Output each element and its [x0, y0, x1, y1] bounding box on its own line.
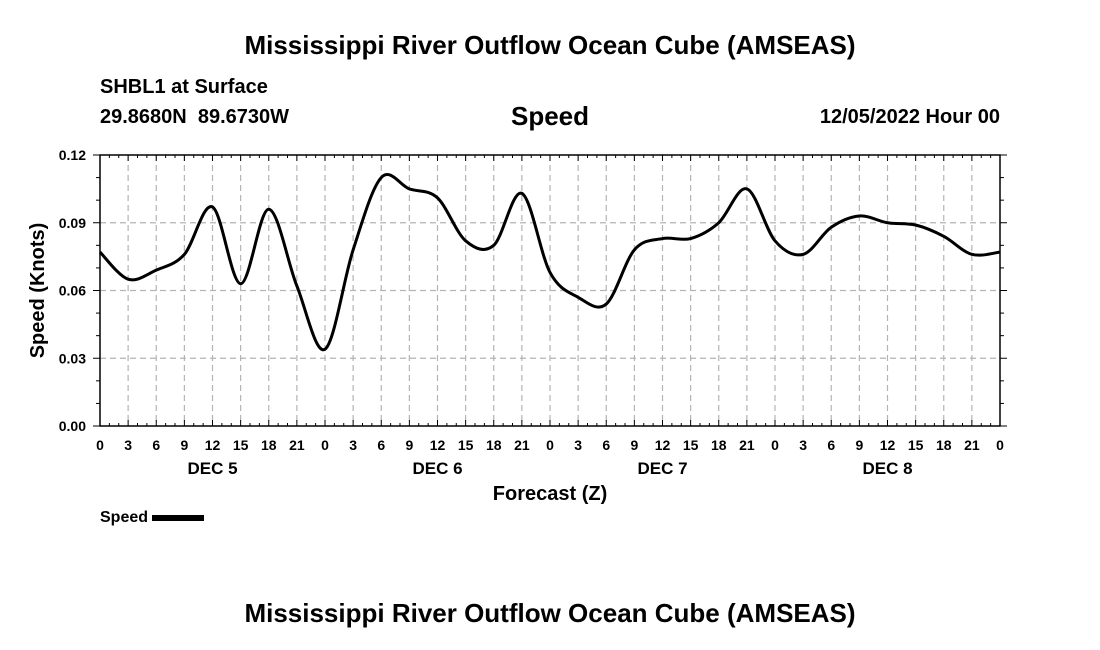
data-point: [943, 235, 945, 237]
station-label: SHBL1 at Surface: [100, 76, 268, 98]
x-tick-label: 15: [908, 437, 924, 453]
data-point: [830, 226, 832, 228]
x-tick-label: 3: [574, 437, 582, 453]
data-point: [662, 238, 663, 240]
x-tick-label: 12: [205, 437, 221, 453]
x-tick-label: 18: [936, 437, 952, 453]
legend-label: Speed: [100, 509, 149, 526]
data-point: [577, 296, 579, 298]
x-day-label: DEC 5: [187, 459, 237, 478]
coordinates-label: 29.8680N 89.6730W: [100, 106, 290, 128]
data-point: [521, 192, 523, 194]
y-tick-label: 0.03: [59, 350, 86, 366]
x-tick-label: 21: [739, 437, 755, 453]
data-point: [718, 222, 720, 224]
data-point: [268, 208, 270, 210]
data-point: [549, 271, 551, 273]
data-point: [296, 285, 298, 287]
data-point: [802, 253, 804, 255]
x-tick-label: 6: [152, 437, 160, 453]
chart-title: Speed: [510, 101, 590, 131]
data-point: [437, 197, 438, 199]
data-point: [633, 249, 635, 251]
data-point: [127, 278, 129, 280]
data-point: [240, 283, 242, 285]
data-point: [887, 222, 888, 224]
data-point: [212, 206, 213, 208]
data-point: [690, 238, 692, 240]
x-day-label: DEC 8: [862, 459, 912, 478]
x-tick-label: 0: [96, 437, 104, 453]
data-point: [99, 251, 101, 253]
data-point: [999, 251, 1001, 253]
x-tick-label: 21: [514, 437, 530, 453]
legend-line-swatch: [152, 514, 205, 521]
legend: Speed: [100, 509, 205, 527]
x-tick-label: 18: [711, 437, 727, 453]
y-tick-label: 0.09: [59, 215, 86, 231]
x-day-label: DEC 6: [412, 459, 462, 478]
y-tick-label: 0.12: [59, 147, 86, 163]
data-point: [352, 249, 354, 251]
data-point: [605, 303, 607, 305]
x-tick-label: 18: [486, 437, 502, 453]
y-tick-label: 0.00: [59, 418, 86, 434]
x-tick-label: 9: [405, 437, 413, 453]
y-tick-label: 0.06: [59, 283, 86, 299]
x-tick-label: 15: [233, 437, 249, 453]
page-title: Mississippi River Outflow Ocean Cube (AM…: [244, 30, 856, 60]
x-tick-label: 21: [964, 437, 980, 453]
forecast-datetime: 12/05/2022 Hour 00: [819, 106, 1000, 128]
x-tick-label: 15: [458, 437, 474, 453]
data-point: [493, 244, 495, 246]
x-axis-title: Forecast (Z): [493, 483, 607, 505]
x-tick-label: 0: [771, 437, 779, 453]
data-point: [858, 215, 860, 217]
x-tick-label: 6: [377, 437, 385, 453]
data-point: [324, 348, 326, 350]
data-point: [915, 224, 917, 226]
x-tick-label: 3: [349, 437, 357, 453]
x-tick-label: 9: [180, 437, 188, 453]
data-point: [465, 240, 467, 242]
x-tick-label: 18: [261, 437, 277, 453]
data-point: [774, 240, 776, 242]
x-tick-label: 12: [880, 437, 896, 453]
x-tick-label: 6: [827, 437, 835, 453]
x-tick-label: 21: [289, 437, 305, 453]
x-tick-label: 6: [602, 437, 610, 453]
x-tick-label: 12: [655, 437, 671, 453]
data-point: [408, 188, 410, 190]
data-point: [746, 188, 748, 190]
data-point: [183, 253, 185, 255]
x-tick-label: 15: [683, 437, 699, 453]
x-tick-label: 3: [799, 437, 807, 453]
y-axis-title: Speed (Knots): [27, 223, 49, 359]
footer-title: Mississippi River Outflow Ocean Cube (AM…: [244, 598, 856, 628]
x-tick-label: 0: [996, 437, 1004, 453]
x-tick-label: 12: [430, 437, 446, 453]
x-tick-label: 0: [546, 437, 554, 453]
x-tick-label: 9: [630, 437, 638, 453]
data-point: [155, 269, 157, 271]
x-tick-label: 9: [855, 437, 863, 453]
x-day-label: DEC 7: [637, 459, 687, 478]
data-point: [971, 253, 973, 255]
x-tick-label: 0: [321, 437, 329, 453]
data-point: [380, 177, 382, 179]
x-tick-label: 3: [124, 437, 132, 453]
series-line-speed: [98, 173, 1001, 352]
